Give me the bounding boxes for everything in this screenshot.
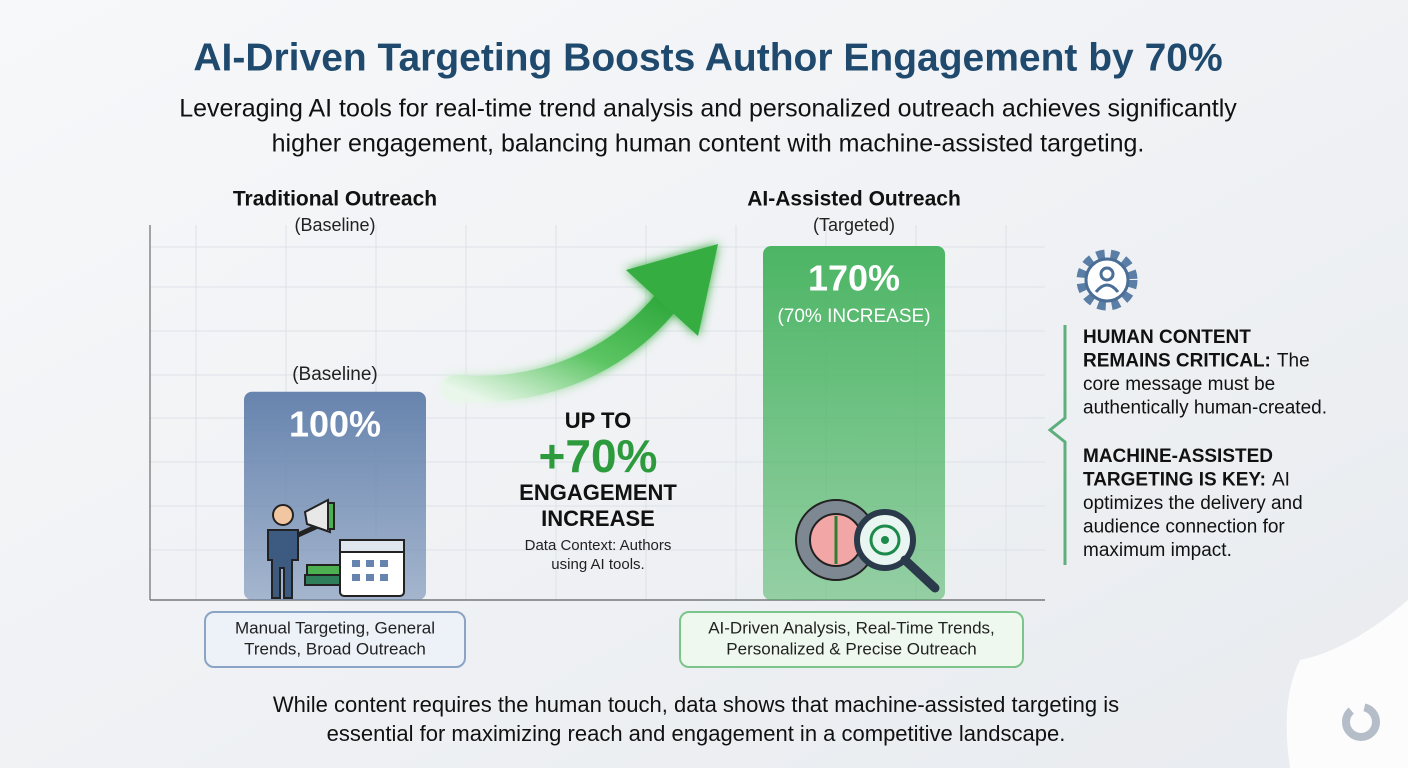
person-icon xyxy=(267,498,405,599)
callout-context: Data Context: Authors xyxy=(525,537,672,554)
note-heading: MACHINE-ASSISTED xyxy=(1083,446,1273,467)
subtitle: Leveraging AI tools for real-time trend … xyxy=(179,95,1237,123)
callout-caption: INCREASE xyxy=(541,506,655,531)
note-body: authentically human-created. xyxy=(1083,398,1327,419)
category-subtitle: (Targeted) xyxy=(813,215,895,235)
note-line: REMAINS CRITICAL: The xyxy=(1083,351,1310,372)
note-body: AI xyxy=(1272,470,1290,491)
title: AI-Driven Targeting Boosts Author Engage… xyxy=(193,36,1222,79)
note-heading: HUMAN CONTENT xyxy=(1083,327,1251,348)
value-label: 170% xyxy=(808,258,900,299)
category-label: Traditional Outreach xyxy=(233,188,437,211)
growth-arrow xyxy=(442,244,718,402)
callout-caption: ENGAGEMENT xyxy=(519,480,677,505)
bar-note: (70% INCREASE) xyxy=(777,306,930,327)
footer: While content requires the human touch, … xyxy=(273,692,1119,717)
logo xyxy=(1342,703,1380,741)
bar-note: (Baseline) xyxy=(292,364,378,385)
description-text: AI-Driven Analysis, Real-Time Trends, xyxy=(708,618,995,637)
gear-icon xyxy=(1076,249,1138,311)
callout-context: using AI tools. xyxy=(551,556,644,573)
footer: essential for maximizing reach and engag… xyxy=(327,721,1066,746)
callout-lead: UP TO xyxy=(565,408,631,433)
texts: 100% (Baseline) Traditional Outreach (Basel… xyxy=(204,188,1327,746)
note-heading: REMAINS CRITICAL: xyxy=(1083,351,1271,372)
value-label: 100% xyxy=(289,403,381,444)
note-body: audience connection for xyxy=(1083,517,1285,538)
description-text: Manual Targeting, General xyxy=(235,618,435,637)
notes-bracket xyxy=(1047,325,1067,565)
note-line: HUMAN CONTENT xyxy=(1083,327,1251,348)
ai-icon xyxy=(795,499,940,593)
note-body: The xyxy=(1277,351,1310,372)
note-line: TARGETING IS KEY: AI xyxy=(1083,470,1290,491)
note-heading: TARGETING IS KEY: xyxy=(1083,470,1266,491)
description-box xyxy=(204,611,466,668)
note-body: maximum impact. xyxy=(1083,540,1232,561)
subtitle: higher engagement, balancing human conte… xyxy=(272,130,1145,158)
category-label: AI-Assisted Outreach xyxy=(747,188,961,211)
note-body: core message must be xyxy=(1083,374,1275,395)
callout-figure: +70% xyxy=(539,430,658,482)
description-text: Personalized & Precise Outreach xyxy=(726,639,976,658)
description-box xyxy=(679,611,1024,668)
category-subtitle: (Baseline) xyxy=(294,215,375,235)
note-line: MACHINE-ASSISTED xyxy=(1083,446,1273,467)
note-body: optimizes the delivery and xyxy=(1083,493,1303,514)
description-text: Trends, Broad Outreach xyxy=(244,639,426,658)
